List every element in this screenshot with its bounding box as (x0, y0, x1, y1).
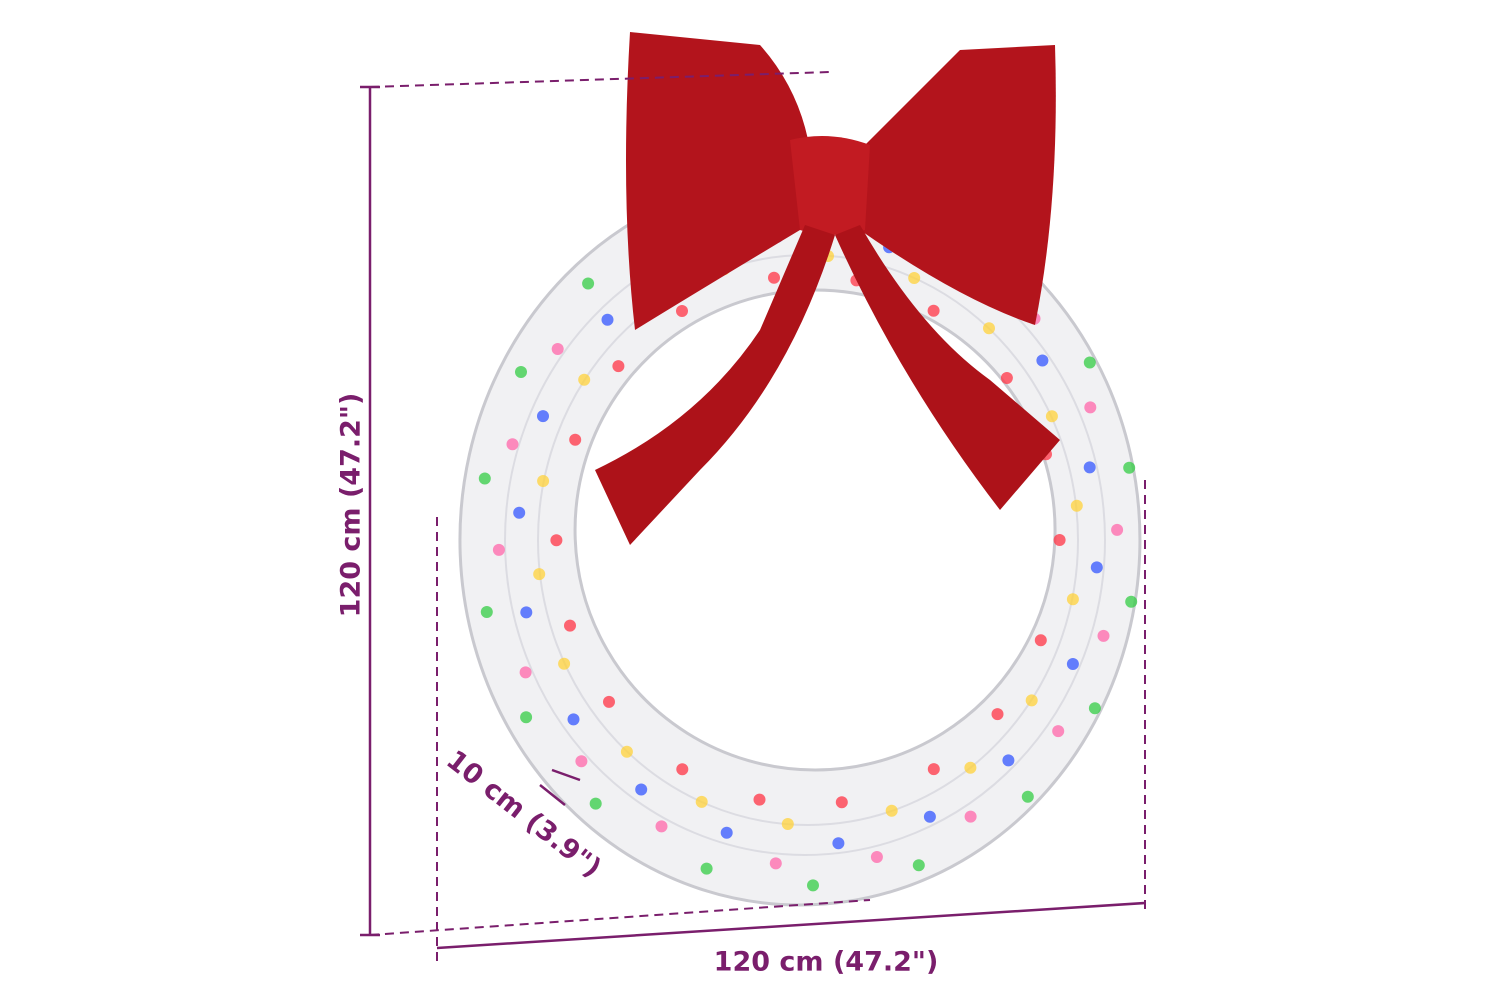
led (676, 763, 689, 776)
led (558, 657, 571, 670)
led (1034, 634, 1047, 647)
led (1066, 593, 1079, 606)
led (768, 271, 780, 284)
led (1125, 595, 1138, 608)
led (589, 797, 602, 810)
led (1084, 401, 1097, 414)
led (520, 606, 533, 619)
led (537, 475, 550, 487)
led (700, 862, 713, 875)
led (908, 272, 921, 284)
led (1066, 658, 1079, 670)
guide (369, 71, 831, 88)
depth-line (539, 784, 566, 806)
led (927, 763, 940, 776)
led (1111, 523, 1124, 536)
led (964, 761, 977, 774)
led (964, 810, 977, 823)
led (835, 796, 848, 809)
led (612, 360, 625, 373)
led (832, 837, 845, 850)
width-line (436, 901, 1146, 950)
led (620, 745, 633, 758)
led (1045, 410, 1058, 423)
led (1021, 790, 1034, 803)
led (885, 804, 898, 817)
led (720, 826, 733, 839)
led (564, 619, 576, 632)
led (983, 322, 995, 335)
led (870, 851, 883, 863)
tick (551, 768, 581, 782)
led (551, 343, 564, 355)
led (520, 711, 533, 724)
led (537, 410, 549, 423)
led (578, 373, 591, 386)
width-label: 120 cm (47.2") (714, 947, 939, 978)
led (807, 879, 819, 892)
led (1088, 702, 1101, 715)
led (603, 695, 615, 708)
led (1083, 461, 1096, 474)
led (533, 568, 546, 581)
led (582, 277, 595, 290)
led (506, 438, 519, 451)
led (635, 783, 648, 796)
led (781, 818, 794, 830)
led (1000, 372, 1013, 384)
led (927, 304, 940, 317)
led (478, 472, 491, 485)
led (515, 366, 527, 378)
led (1090, 561, 1103, 574)
height-label: 120 cm (47.2") (336, 393, 367, 618)
led (1053, 534, 1066, 546)
dimension-lines (360, 71, 1146, 965)
led (769, 857, 782, 870)
bow (595, 32, 1060, 545)
guide (369, 899, 871, 936)
led (1036, 354, 1049, 367)
led (480, 606, 493, 618)
led (1123, 461, 1136, 474)
led (567, 713, 580, 726)
led (923, 810, 936, 823)
led (1070, 499, 1083, 512)
led (1002, 754, 1015, 767)
led (1097, 629, 1110, 642)
led (695, 795, 708, 808)
led (550, 534, 563, 547)
led (753, 793, 766, 806)
led (655, 820, 668, 833)
led (676, 305, 688, 317)
led (912, 859, 925, 872)
led (513, 506, 526, 519)
led (1052, 725, 1065, 738)
led (569, 433, 582, 446)
led (519, 666, 532, 679)
led (601, 313, 614, 326)
led (575, 755, 588, 768)
led (991, 708, 1004, 721)
led (492, 543, 505, 556)
led (1025, 694, 1038, 707)
led (1083, 356, 1096, 369)
